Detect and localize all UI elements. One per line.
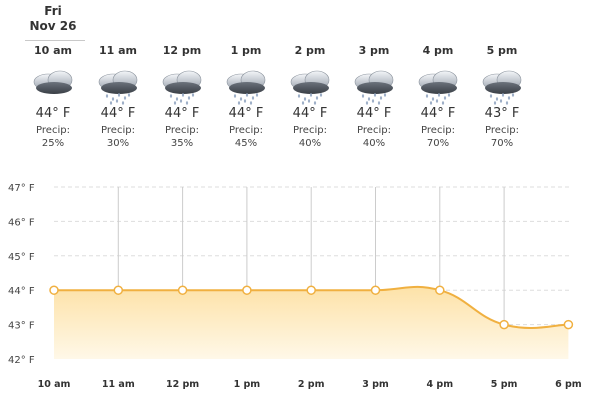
hour-time: 11 am (98, 44, 138, 57)
x-tick-label: 12 pm (166, 379, 199, 390)
y-tick-label: 43° F (8, 321, 35, 332)
rain-cloud-icon (95, 66, 141, 106)
precip-value: 45% (234, 138, 258, 149)
hour-temperature: 44° F (100, 106, 136, 121)
y-tick-label: 46° F (8, 217, 35, 228)
precip-value: 40% (362, 138, 386, 149)
hour-temperature: 44° F (356, 106, 392, 121)
hour-time: 2 pm (294, 44, 326, 57)
day-header: Fri Nov 26 (21, 4, 85, 34)
y-tick-label: 44° F (8, 286, 35, 297)
y-tick-label: 47° F (8, 183, 35, 194)
x-tick-label: 1 pm (234, 379, 261, 390)
hour-temperature: 44° F (35, 106, 71, 121)
day-divider (25, 40, 85, 41)
hour-temperature: 44° F (228, 106, 264, 121)
rain-cloud-icon (479, 66, 525, 106)
temperature-chart-svg: 42° F 43° F 44° F 45° F 46° F 47° F 10 am 11 am… (8, 183, 582, 390)
cloudy-icon (30, 66, 76, 106)
precip-label: Precip: (421, 125, 455, 136)
hour-time: 5 pm (486, 44, 518, 57)
hour-time: 4 pm (422, 44, 454, 57)
hour-temperature: 44° F (420, 106, 456, 121)
rain-cloud-icon (351, 66, 397, 106)
hour-column: 12 pm 44° F Precip: 35% (150, 44, 214, 150)
day-date: Nov 26 (29, 19, 77, 33)
temperature-point (370, 285, 381, 295)
x-tick-label: 6 pm (555, 379, 582, 390)
y-tick-label: 42° F (8, 355, 35, 366)
hour-column: 5 pm 43° F Precip: 70% (470, 44, 534, 150)
hour-column: 4 pm 44° F Precip: 70% (406, 44, 470, 150)
precip-label: Precip: (293, 125, 327, 136)
precip-value: 40% (298, 138, 322, 149)
rain-cloud-icon (415, 66, 461, 106)
hour-time: 10 am (33, 44, 73, 57)
temperature-point (49, 285, 59, 295)
hour-column: 10 am 44° F Precip: 25% (21, 44, 85, 150)
precip-label: Precip: (165, 125, 199, 136)
precip-value: 25% (41, 138, 65, 149)
temperature-point (499, 319, 509, 330)
x-tick-label: 3 pm (362, 379, 389, 390)
rain-cloud-icon (287, 66, 333, 106)
y-tick-label: 45° F (8, 252, 35, 263)
precip-label: Precip: (101, 125, 135, 136)
temperature-point (113, 285, 124, 295)
precip-label: Precip: (229, 125, 263, 136)
rain-cloud-icon (159, 66, 205, 106)
precip-label: Precip: (36, 125, 70, 136)
x-tick-label: 10 am (38, 379, 71, 390)
rain-cloud-icon (223, 66, 269, 106)
hour-column: 11 am 44° F Precip: 30% (86, 44, 150, 150)
x-tick-label: 2 pm (298, 379, 325, 390)
hour-column: 3 pm 44° F Precip: 40% (342, 44, 406, 150)
day-weekday: Fri (44, 4, 62, 18)
temperature-area (54, 286, 569, 359)
x-tick-label: 11 am (102, 379, 135, 390)
precip-value: 30% (106, 138, 130, 149)
hour-column: 1 pm 44° F Precip: 45% (214, 44, 278, 150)
hour-temperature: 43° F (484, 106, 520, 121)
temperature-point (306, 285, 316, 295)
temperature-point (177, 285, 188, 295)
precip-value: 35% (170, 138, 194, 149)
temperature-point (242, 285, 252, 295)
precip-value: 70% (426, 138, 450, 149)
precip-label: Precip: (485, 125, 519, 136)
hourly-forecast: Fri Nov 26 10 am 44° F Precip: 25% 11 am 44° … (0, 0, 590, 165)
temperature-chart: 42° F 43° F 44° F 45° F 46° F 47° F 10 am 11 am… (0, 172, 590, 420)
hour-temperature: 44° F (164, 106, 200, 121)
hour-column: 2 pm 44° F Precip: 40% (278, 44, 342, 150)
hour-time: 12 pm (162, 44, 202, 57)
x-tick-label: 4 pm (426, 379, 453, 390)
hour-temperature: 44° F (292, 106, 328, 121)
temperature-point (563, 319, 574, 330)
precip-label: Precip: (357, 125, 391, 136)
hour-time: 1 pm (230, 44, 262, 57)
hour-time: 3 pm (358, 44, 390, 57)
precip-value: 70% (490, 138, 514, 149)
x-tick-label: 5 pm (491, 379, 518, 390)
temperature-point (435, 285, 445, 295)
